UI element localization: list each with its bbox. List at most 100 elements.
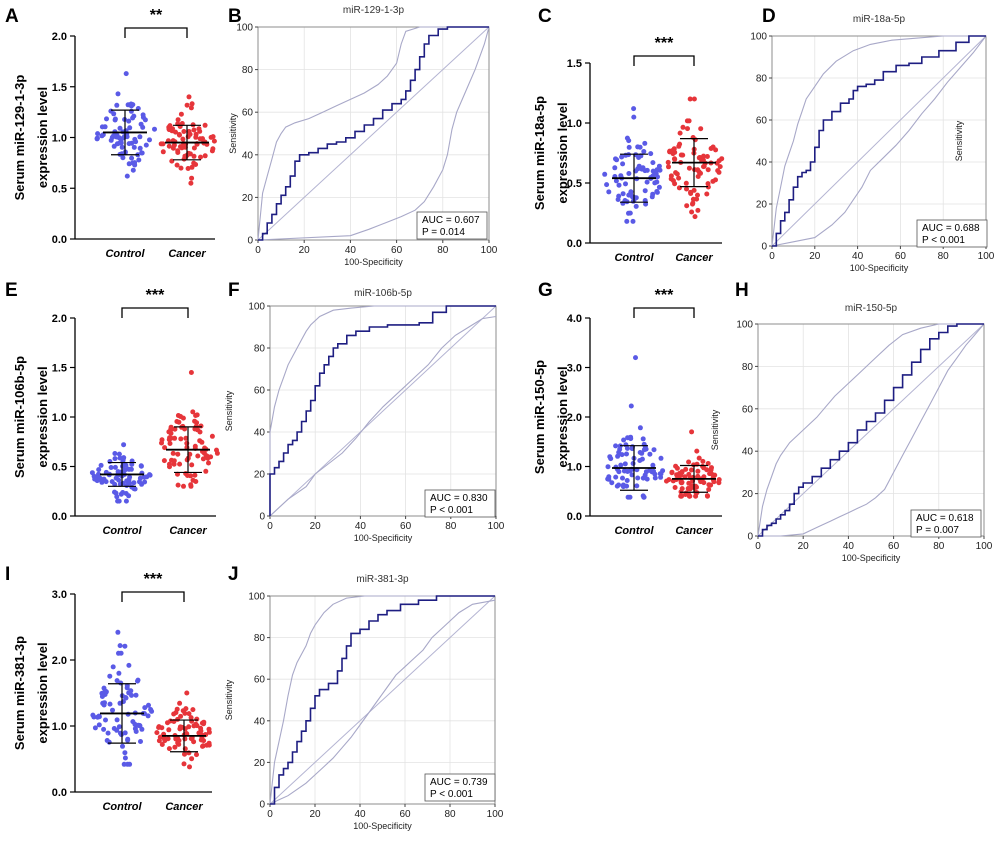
data-point bbox=[133, 692, 139, 698]
data-point bbox=[123, 695, 128, 700]
data-point bbox=[196, 730, 202, 736]
data-point bbox=[670, 178, 676, 184]
data-point bbox=[616, 182, 622, 188]
x-tick-label: 40 bbox=[355, 521, 367, 532]
data-point bbox=[116, 451, 122, 457]
data-point bbox=[202, 122, 208, 128]
data-point bbox=[650, 462, 656, 468]
y-tick-label: 0.0 bbox=[52, 234, 67, 246]
y-tick-label: 1.5 bbox=[52, 363, 67, 375]
data-point bbox=[126, 662, 132, 668]
data-point bbox=[167, 435, 173, 441]
data-point bbox=[665, 159, 671, 165]
data-point bbox=[635, 144, 641, 150]
data-point bbox=[680, 152, 686, 158]
data-point bbox=[209, 433, 215, 439]
data-point bbox=[125, 737, 131, 743]
data-point bbox=[116, 477, 122, 483]
roc-curve bbox=[758, 323, 984, 537]
data-point bbox=[631, 114, 637, 120]
ci-upper-line bbox=[757, 323, 984, 537]
data-point bbox=[181, 483, 186, 489]
data-point bbox=[206, 740, 212, 746]
data-point bbox=[639, 166, 645, 172]
data-point bbox=[170, 450, 176, 456]
data-point bbox=[616, 193, 622, 199]
panel-f: F 0 20 40 60 80 100 0 20 40 60 80 100 miR-106b-5p 100-… bbox=[224, 280, 505, 543]
panel-label: I bbox=[5, 564, 10, 585]
y-tick-label: 20 bbox=[742, 489, 754, 500]
data-point bbox=[100, 132, 106, 138]
data-point bbox=[194, 723, 200, 729]
data-point bbox=[136, 157, 142, 163]
y-tick-label: 0 bbox=[259, 512, 265, 523]
auc-value: AUC = 0.618 bbox=[916, 513, 974, 524]
data-point bbox=[180, 136, 186, 142]
data-point bbox=[210, 134, 216, 140]
data-point bbox=[621, 437, 627, 443]
data-point bbox=[683, 466, 689, 472]
panel-label: B bbox=[228, 6, 242, 27]
data-point bbox=[193, 413, 199, 418]
data-point bbox=[122, 750, 128, 756]
data-point bbox=[719, 156, 725, 162]
data-point bbox=[172, 744, 178, 750]
data-point bbox=[200, 743, 205, 749]
data-point bbox=[122, 755, 128, 761]
data-point bbox=[156, 724, 162, 730]
data-point bbox=[116, 498, 122, 504]
data-point bbox=[149, 708, 155, 714]
data-point bbox=[131, 144, 137, 150]
data-point bbox=[160, 141, 166, 147]
y-tick-label: 40 bbox=[756, 158, 768, 169]
data-point bbox=[680, 124, 686, 130]
x-tick-label: 0 bbox=[755, 541, 761, 552]
ci-upper-line bbox=[771, 35, 986, 247]
significance-marker: *** bbox=[655, 287, 674, 304]
x-tick-label: 40 bbox=[354, 809, 366, 820]
data-point bbox=[111, 726, 117, 731]
data-point bbox=[194, 752, 199, 758]
data-point bbox=[137, 475, 143, 481]
data-point bbox=[602, 171, 608, 177]
data-point bbox=[188, 180, 194, 186]
data-point bbox=[678, 472, 684, 478]
y-axis-label: expression level bbox=[555, 102, 570, 203]
data-point bbox=[166, 143, 172, 149]
data-point bbox=[142, 117, 148, 123]
data-point bbox=[170, 145, 176, 151]
data-point bbox=[691, 96, 697, 102]
reference-diagonal bbox=[269, 305, 497, 517]
data-point bbox=[128, 688, 134, 694]
data-point bbox=[144, 474, 150, 480]
data-point bbox=[193, 134, 199, 140]
data-point bbox=[639, 456, 645, 462]
data-point bbox=[620, 161, 626, 167]
data-point bbox=[683, 180, 689, 186]
x-tick-label: 60 bbox=[391, 245, 403, 256]
data-point bbox=[705, 493, 710, 499]
data-point bbox=[175, 735, 181, 741]
data-point bbox=[114, 102, 120, 108]
y-tick-label: 1.0 bbox=[567, 118, 582, 130]
y-tick-label: 60 bbox=[254, 675, 266, 686]
data-point bbox=[124, 483, 130, 488]
data-point bbox=[112, 456, 118, 462]
data-point bbox=[695, 468, 701, 474]
panel-j: J 0 20 40 60 80 100 0 20 40 60 80 100 miR-381-3p 100-S… bbox=[224, 564, 504, 831]
y-tick-label: 60 bbox=[254, 386, 266, 397]
data-point bbox=[184, 102, 190, 108]
panel-d: D 0 20 40 60 80 100 0 20 40 60 80 100 miR-18a-5p 100-S… bbox=[750, 6, 994, 273]
y-tick-label: 0.5 bbox=[52, 462, 67, 474]
data-point bbox=[143, 142, 149, 148]
data-point bbox=[177, 724, 183, 730]
data-point bbox=[716, 477, 722, 483]
data-point bbox=[694, 196, 700, 202]
data-point bbox=[156, 738, 162, 744]
data-point bbox=[629, 472, 635, 478]
auc-box bbox=[424, 773, 496, 802]
data-point bbox=[194, 716, 200, 722]
data-point bbox=[123, 71, 129, 77]
data-point bbox=[618, 173, 624, 179]
